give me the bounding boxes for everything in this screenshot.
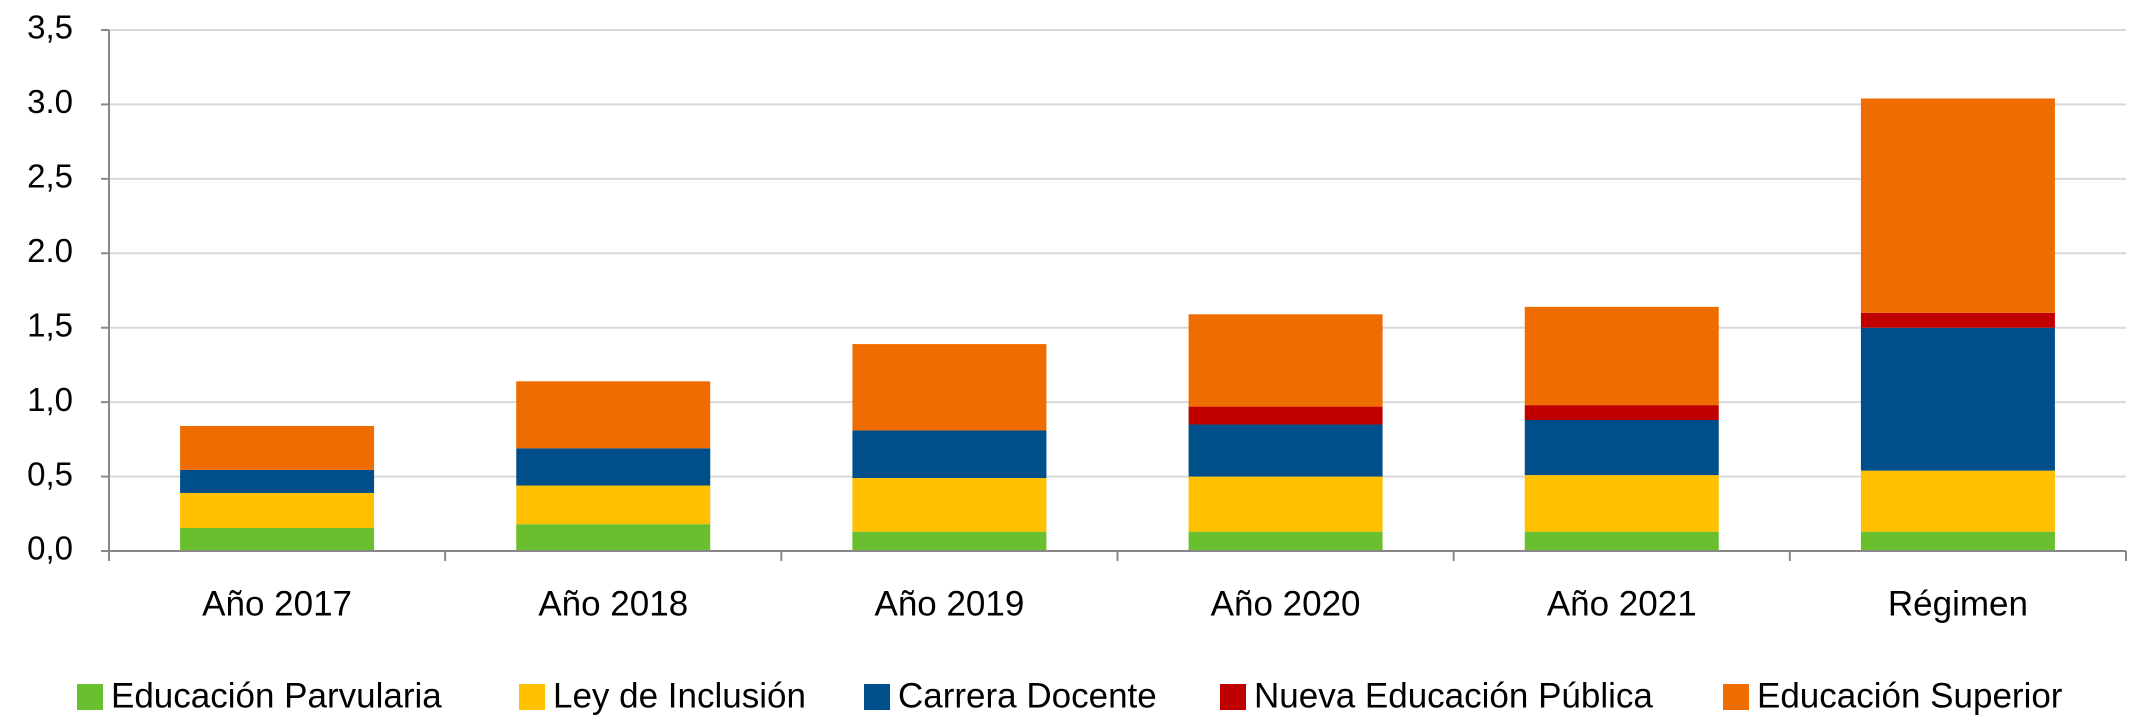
legend-swatch xyxy=(519,684,545,710)
legend-label: Educación Superior xyxy=(1757,676,2063,715)
bar-segment xyxy=(1524,405,1719,421)
legend-label: Educación Parvularia xyxy=(111,676,442,715)
y-tick-label: 0,5 xyxy=(27,455,73,492)
bar-segment xyxy=(516,524,711,551)
y-tick-label: 1,5 xyxy=(27,306,73,343)
y-tick-label: 1,0 xyxy=(27,381,73,418)
legend-label: Nueva Educación Pública xyxy=(1254,676,1653,715)
bar-segment xyxy=(180,527,375,551)
bar-segment xyxy=(1188,531,1383,551)
bar-segment xyxy=(516,448,711,486)
bar-segment xyxy=(1524,531,1719,551)
y-tick-label: 3,5 xyxy=(27,9,73,46)
bar-segment xyxy=(852,344,1047,431)
legend-swatch xyxy=(77,684,103,710)
bar-segment xyxy=(1860,470,2055,532)
bar-segment xyxy=(1524,475,1719,532)
legend-label: Carrera Docente xyxy=(898,676,1157,715)
bar-segment xyxy=(1860,327,2055,471)
y-tick-label: 2.0 xyxy=(27,232,73,269)
x-tick-label: Año 2018 xyxy=(538,584,688,623)
bar-segment xyxy=(852,478,1047,532)
x-tick-label: Año 2020 xyxy=(1211,584,1361,623)
bar-segment xyxy=(1524,420,1719,476)
bar-segment xyxy=(1860,312,2055,328)
x-tick-label: Año 2021 xyxy=(1547,584,1697,623)
bar-segment xyxy=(1188,406,1383,425)
bar-segment xyxy=(516,485,711,525)
bar-segment xyxy=(180,469,375,493)
y-tick-label: 0,0 xyxy=(27,530,73,567)
legend-label: Ley de Inclusión xyxy=(553,676,806,715)
legend-swatch xyxy=(864,684,890,710)
bar-segment xyxy=(1188,476,1383,532)
bar-segment xyxy=(180,425,375,470)
bar-segment xyxy=(1524,306,1719,406)
bar-segment xyxy=(180,492,375,528)
bar-segment xyxy=(1860,531,2055,551)
x-tick-label: Año 2019 xyxy=(874,584,1024,623)
bar-segment xyxy=(852,531,1047,551)
bar-segment xyxy=(1188,314,1383,407)
bar-segment xyxy=(1860,98,2055,313)
legend-swatch xyxy=(1220,684,1246,710)
x-tick-label: Año 2017 xyxy=(202,584,352,623)
legend-swatch xyxy=(1723,684,1749,710)
bar-segment xyxy=(516,381,711,449)
y-tick-label: 2,5 xyxy=(27,158,73,195)
x-tick-label: Régimen xyxy=(1888,584,2028,623)
bar-segment xyxy=(1188,424,1383,477)
bar-segment xyxy=(852,430,1047,479)
y-tick-label: 3.0 xyxy=(27,83,73,120)
